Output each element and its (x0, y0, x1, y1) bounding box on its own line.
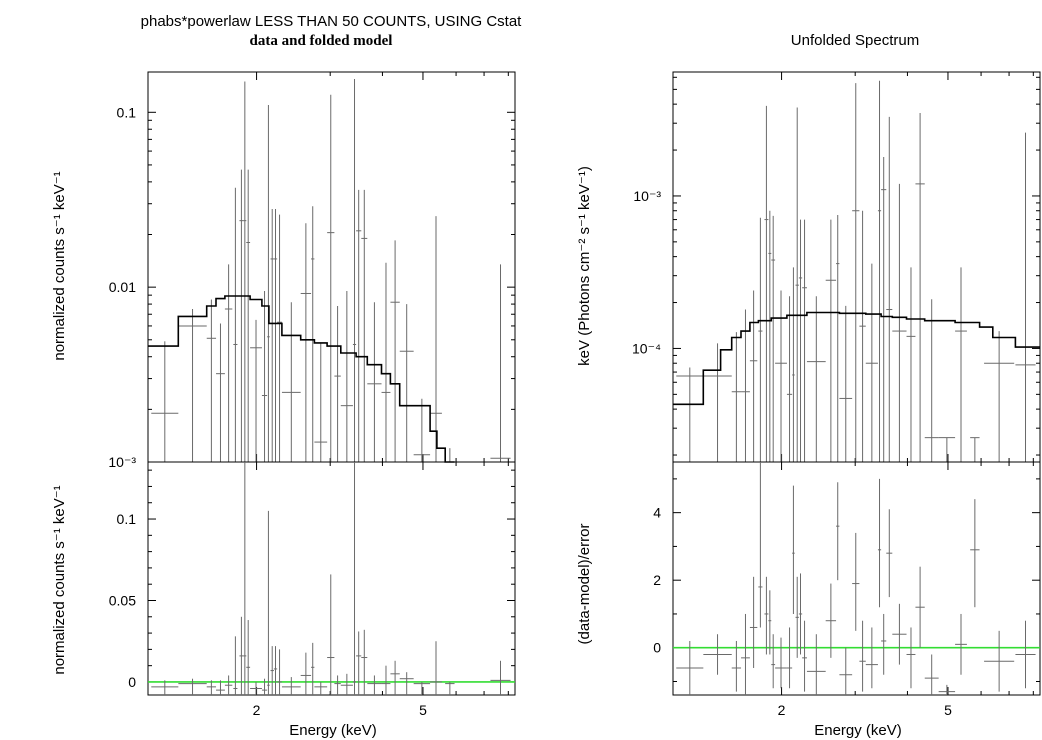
right-title: Unfolded Spectrum (791, 32, 919, 49)
y-tick-label: 4 (653, 505, 661, 521)
plot-frame (147, 461, 516, 696)
ylabel-folded: normalized counts s⁻¹ keV⁻¹ (51, 171, 68, 360)
y-tick-label: 2 (653, 572, 661, 588)
x-tick-label: 2 (778, 702, 786, 718)
x-tick-label: 5 (419, 702, 427, 718)
xlabel-left: Energy (keV) (289, 722, 377, 739)
y-tick-label: 0 (653, 640, 661, 656)
x-tick-label: 5 (944, 702, 952, 718)
panel-unfolded: 10⁻⁴ 10⁻³ (632, 71, 1041, 463)
model-line (148, 295, 455, 463)
plot-frame (147, 71, 516, 463)
ylabel-residual-sigma: (data-model)/error (576, 524, 593, 645)
panel-folded: 10⁻³ 0.01 0.1 (108, 71, 516, 470)
plot-frame (672, 71, 1041, 463)
y-tick-label: 0.1 (117, 511, 137, 527)
y-tick-label: 0 (128, 674, 136, 690)
y-tick-label: 10⁻⁴ (632, 340, 661, 356)
y-tick-label: 0.01 (109, 279, 136, 295)
plot-frame (672, 461, 1041, 696)
y-tick-label: 10⁻³ (108, 454, 136, 470)
model-line (673, 311, 1040, 406)
xlabel-right: Energy (keV) (814, 722, 902, 739)
panel-residual-sigma: 0 2 4 2 5 (653, 461, 1041, 718)
y-tick-label: 0.1 (117, 104, 137, 120)
left-subtitle: data and folded model (250, 33, 393, 49)
left-title: phabs*powerlaw LESS THAN 50 COUNTS, USIN… (141, 13, 523, 30)
panel-residual-counts: 0 0.05 0.1 2 5 (109, 461, 516, 718)
ylabel-residual-counts: normalized counts s⁻¹ keV⁻¹ (51, 485, 68, 674)
ylabel-unfolded: keV (Photons cm⁻² s⁻¹ keV⁻¹) (576, 166, 593, 366)
x-tick-label: 2 (253, 702, 261, 718)
y-tick-label: 0.05 (109, 592, 136, 608)
y-tick-label: 10⁻³ (633, 188, 661, 204)
